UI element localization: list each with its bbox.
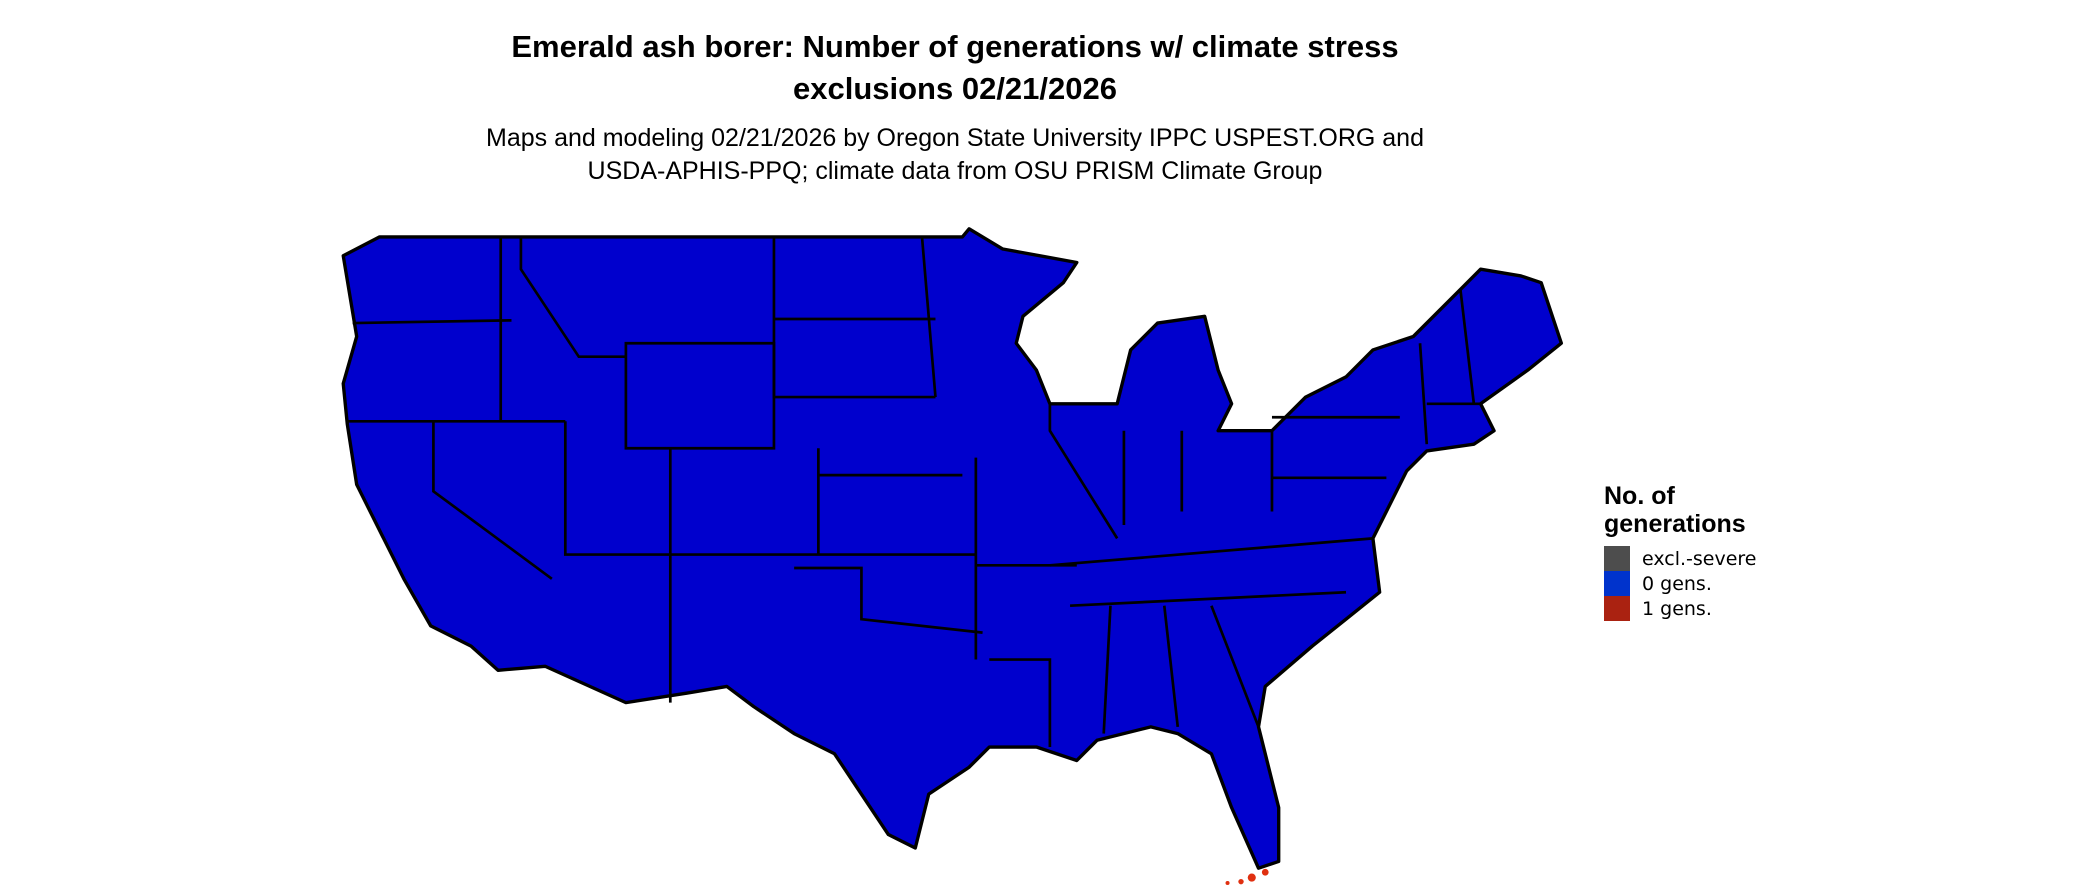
map-title: Emerald ash borer: Number of generations… [0, 26, 1910, 110]
legend-label: 1 gens. [1642, 597, 1712, 620]
state-borders [347, 236, 1481, 748]
florida-keys-hotspot [1225, 868, 1269, 885]
title-line-2: exclusions 02/21/2026 [792, 71, 1117, 106]
legend-title: No. of generations [1604, 482, 1757, 538]
legend-item-0-gens: 0 gens. [1604, 571, 1757, 596]
conus-outline [341, 227, 1564, 870]
subtitle-line-2: USDA-APHIS-PPQ; climate data from OSU PR… [587, 157, 1323, 185]
legend-item-excl-severe: excl.-severe [1604, 546, 1757, 571]
legend-title-line-1: No. of [1604, 482, 1675, 510]
subtitle-line-1: Maps and modeling 02/21/2026 by Oregon S… [486, 124, 1424, 152]
legend-swatch [1604, 596, 1630, 621]
legend-label: excl.-severe [1642, 547, 1757, 570]
map-subtitle: Maps and modeling 02/21/2026 by Oregon S… [0, 122, 1910, 188]
legend-swatch [1604, 571, 1630, 596]
legend-item-1-gens: 1 gens. [1604, 596, 1757, 621]
legend-label: 0 gens. [1642, 572, 1712, 595]
legend-swatch [1604, 546, 1630, 571]
title-line-1: Emerald ash borer: Number of generations… [511, 29, 1399, 64]
legend: No. of generations excl.-severe 0 gens. … [1604, 482, 1757, 621]
legend-title-line-2: generations [1604, 510, 1746, 538]
